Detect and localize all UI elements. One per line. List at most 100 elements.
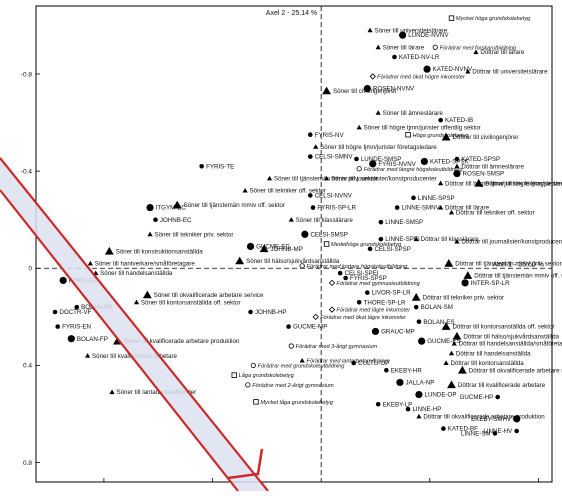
point-marker-38 — [394, 205, 400, 210]
point-marker-48 — [454, 238, 460, 244]
point-marker-13 — [438, 117, 443, 123]
point-label-49: Medelhöga grundskolebetyg — [331, 242, 402, 248]
point-marker-106 — [513, 415, 521, 423]
point-label-35: ITGYM-EC — [156, 205, 187, 212]
point-label-5: Döttrar till lärare — [480, 49, 525, 56]
point-marker-57 — [337, 270, 343, 276]
point-marker-92 — [250, 362, 256, 369]
point-marker-74 — [52, 309, 58, 315]
point-label-3: Söner till lärare — [383, 44, 425, 51]
point-label-93: EKEBY-HR — [391, 367, 423, 374]
point-label-86: Förädrar med 3-årigt gymnasium — [296, 343, 378, 350]
point-marker-103 — [375, 401, 381, 407]
point-marker-86 — [288, 343, 294, 349]
point-marker-79 — [67, 335, 75, 343]
point-label-82: GRAUC-MP — [381, 329, 415, 336]
point-marker-8 — [465, 68, 471, 74]
point-label-0: Mycket höga grundskolebetyg — [456, 16, 531, 22]
point-marker-44 — [378, 219, 384, 225]
point-label-66: Döttrar till tekniker priv. sektor — [423, 295, 504, 302]
point-marker-0 — [448, 15, 455, 21]
point-label-59: Döttrar till tjänstemän mmiv priv. sekto… — [455, 261, 561, 268]
point-marker-94 — [457, 365, 467, 374]
point-marker-40 — [448, 209, 455, 215]
point-label-52: JOHNB-MP — [271, 246, 303, 253]
point-marker-76 — [55, 324, 61, 329]
point-marker-1 — [367, 27, 373, 33]
point-label-53: Söner till konstruktionsanställda — [116, 248, 204, 255]
point-label-56: Förädrar med kortare högskoleutbildning — [307, 264, 409, 270]
point-label-58: Söner till hälso/sjukvårdsanställda — [246, 258, 340, 265]
point-marker-95 — [231, 372, 237, 378]
point-marker-54 — [87, 260, 93, 266]
point-label-29: Söner till journalister/konstproducenter — [331, 176, 437, 183]
point-label-80: Söner till kvalificerade arbetare produk… — [124, 338, 240, 345]
point-marker-72 — [248, 309, 253, 315]
y-tick-label-4: 0.8 — [23, 460, 32, 467]
point-label-50: CELSI-SPSP — [374, 246, 410, 253]
point-marker-81 — [85, 353, 91, 358]
point-label-70: BOLAN-SM — [421, 304, 453, 311]
point-label-4: Förädrar med forskarutbildning — [440, 45, 517, 51]
point-label-25: Döttrar till ämneslärare — [461, 163, 524, 170]
point-marker-51 — [246, 242, 255, 251]
point-marker-42 — [147, 231, 153, 237]
point-marker-97 — [447, 380, 456, 389]
point-marker-34 — [411, 195, 416, 201]
overlay-arrow-head — [227, 448, 264, 480]
y-tick-label-1: -0.4 — [21, 168, 33, 175]
point-marker-19 — [199, 163, 204, 169]
point-label-54: Söner till hantverkare/småföretagare — [95, 261, 196, 268]
point-label-64: INTER-SP-LR — [471, 280, 510, 287]
point-marker-50 — [367, 246, 373, 252]
point-marker-102 — [495, 394, 500, 400]
point-label-30: Döttrar till högre tjmn/jurister företag… — [445, 180, 562, 187]
point-label-87: Döttrar till handelsanställda/småföretag… — [459, 341, 562, 348]
point-marker-93 — [384, 367, 389, 373]
point-marker-21 — [354, 156, 359, 162]
point-marker-26 — [453, 169, 461, 178]
point-marker-17 — [307, 132, 313, 138]
diagonal-annotation — [0, 157, 269, 492]
point-marker-73 — [312, 313, 319, 321]
point-label-73: Förädrar med ökat lägre inkomster — [320, 315, 407, 321]
point-label-31: Döttrar till högre tjmn/jurister offentl… — [485, 180, 562, 187]
point-label-68: Söner till kontorsanställda off. sektor — [141, 299, 241, 306]
point-marker-24 — [454, 156, 460, 162]
point-label-13: KATED-IB — [445, 117, 473, 124]
point-marker-64 — [461, 279, 469, 287]
point-marker-105 — [416, 413, 422, 419]
point-marker-87 — [451, 340, 457, 346]
point-marker-3 — [375, 44, 381, 50]
point-marker-62 — [328, 279, 336, 287]
point-label-69: THORE-SP-LR — [364, 299, 406, 306]
point-label-12: Söner till ämneslärare — [383, 110, 444, 117]
point-label-77: BOLAN-ES — [423, 319, 454, 326]
point-marker-83 — [441, 322, 451, 330]
point-marker-16 — [441, 132, 451, 141]
point-marker-90 — [351, 360, 357, 366]
point-label-92: Förädrar med grundskoleutbildning — [258, 364, 346, 370]
point-marker-14 — [356, 124, 362, 130]
point-marker-18 — [313, 144, 319, 149]
point-label-99: Söner till lantarbetare/bönder — [116, 389, 196, 396]
point-marker-63 — [59, 276, 67, 285]
point-marker-96 — [396, 378, 404, 387]
point-marker-23 — [420, 157, 428, 166]
point-label-89: Förädrar med lantarbetare/fiskare — [307, 359, 390, 365]
point-marker-37 — [310, 205, 316, 210]
point-marker-56 — [299, 263, 305, 269]
point-label-39: Döttrar till lärare — [445, 205, 490, 212]
point-marker-46 — [378, 236, 384, 242]
point-label-100: LUNDE-OP — [425, 392, 457, 399]
y-axis-title: Axel 2 - 25.14 % — [266, 10, 317, 17]
y-tick-label-2: 0 — [28, 266, 32, 273]
point-label-102: GUCME-HP — [460, 394, 494, 401]
y-tick-label-0: -0.8 — [21, 71, 33, 78]
point-label-11: Söner till civilingenjörer — [333, 88, 397, 95]
point-marker-29 — [323, 175, 330, 181]
point-marker-59 — [444, 259, 454, 267]
point-label-55: Söner till handelsanställda — [100, 270, 173, 277]
overlay-band-edge-upper — [0, 157, 269, 492]
